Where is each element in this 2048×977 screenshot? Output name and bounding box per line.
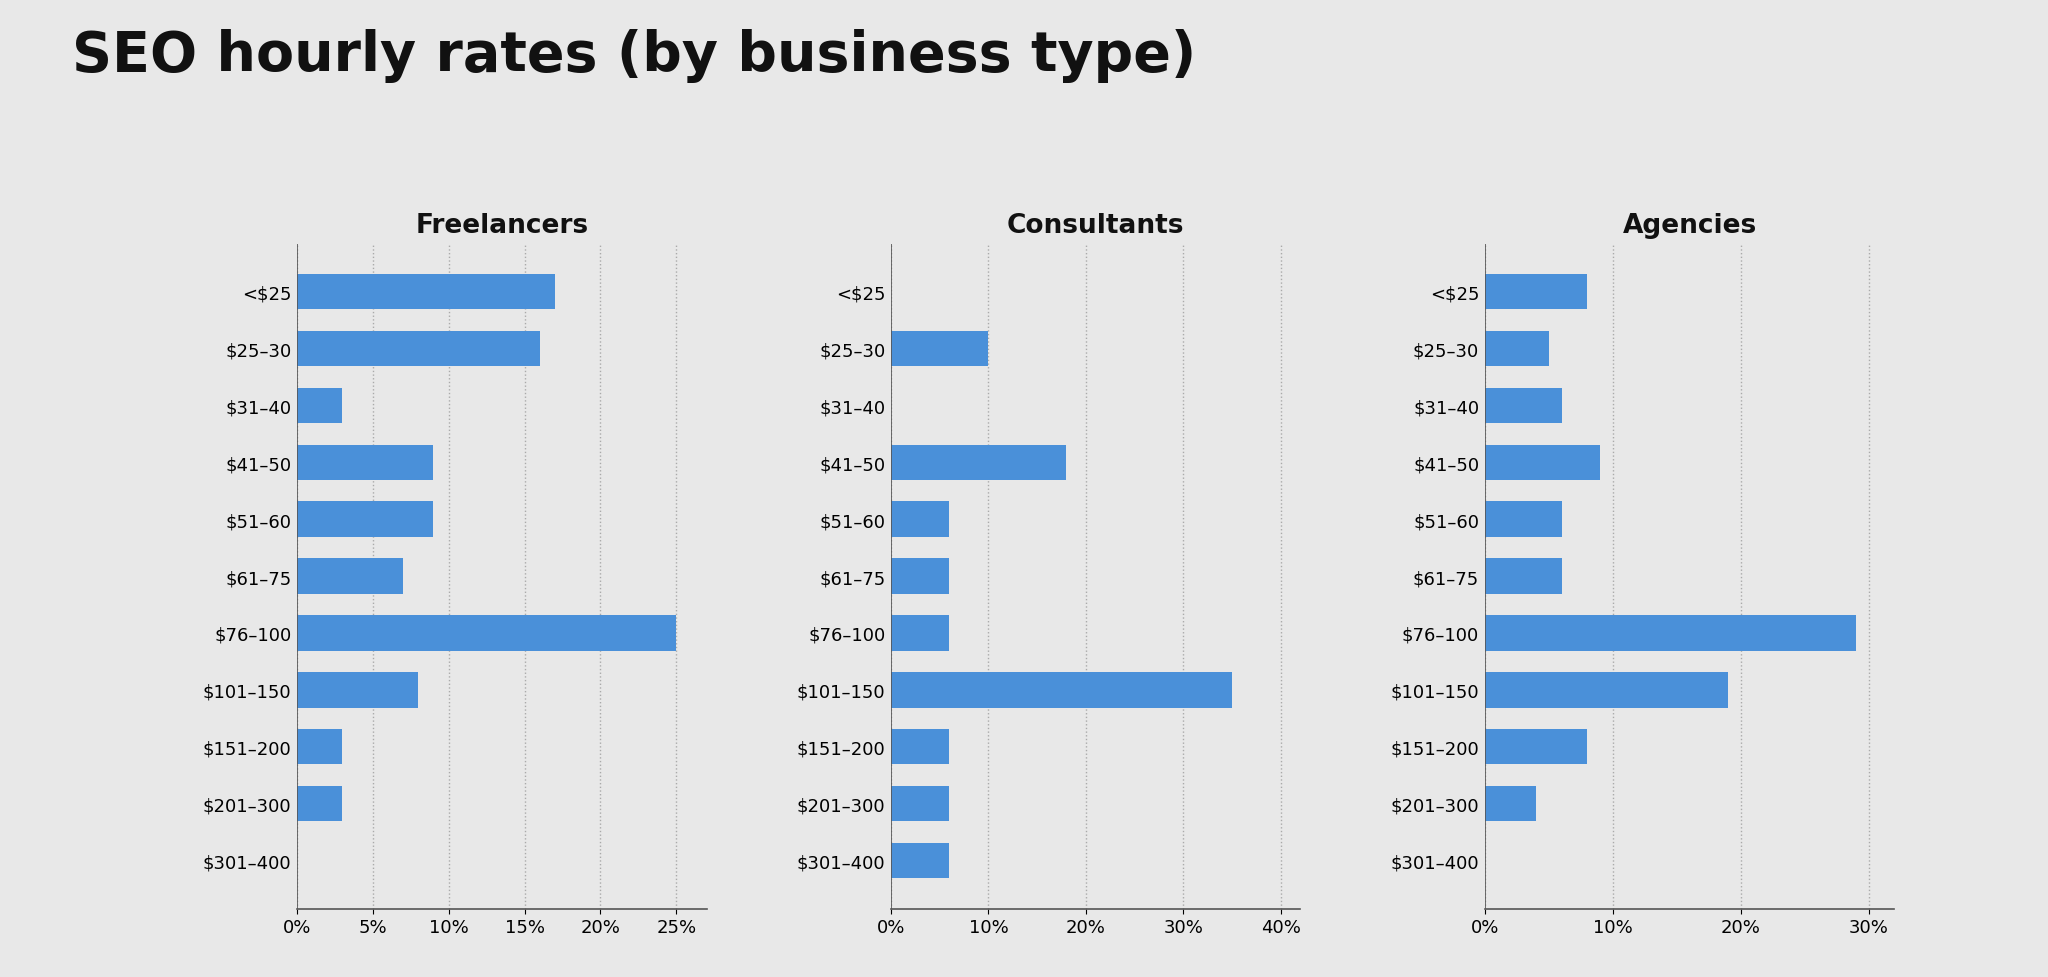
- Title: Consultants: Consultants: [1008, 213, 1184, 239]
- Bar: [891, 786, 950, 822]
- Bar: [1485, 275, 1587, 310]
- Title: Agencies: Agencies: [1622, 213, 1757, 239]
- Bar: [891, 559, 950, 594]
- Bar: [297, 672, 418, 707]
- Bar: [1485, 672, 1729, 707]
- Text: SEO hourly rates (by business type): SEO hourly rates (by business type): [72, 29, 1196, 83]
- Bar: [891, 446, 1067, 481]
- Bar: [1485, 559, 1561, 594]
- Bar: [891, 502, 950, 537]
- Bar: [297, 502, 434, 537]
- Bar: [297, 275, 555, 310]
- Bar: [297, 559, 403, 594]
- Bar: [1485, 446, 1599, 481]
- Bar: [297, 388, 342, 423]
- Bar: [1485, 331, 1548, 366]
- Bar: [297, 616, 676, 651]
- Bar: [1485, 502, 1561, 537]
- Bar: [1485, 388, 1561, 423]
- Bar: [1485, 786, 1536, 822]
- Bar: [891, 672, 1233, 707]
- Bar: [297, 446, 434, 481]
- Bar: [1485, 616, 1855, 651]
- Title: Freelancers: Freelancers: [416, 213, 588, 239]
- Bar: [297, 786, 342, 822]
- Bar: [891, 730, 950, 765]
- Bar: [891, 616, 950, 651]
- Bar: [297, 331, 541, 366]
- Bar: [891, 843, 950, 878]
- Bar: [297, 730, 342, 765]
- Bar: [1485, 730, 1587, 765]
- Bar: [891, 331, 989, 366]
